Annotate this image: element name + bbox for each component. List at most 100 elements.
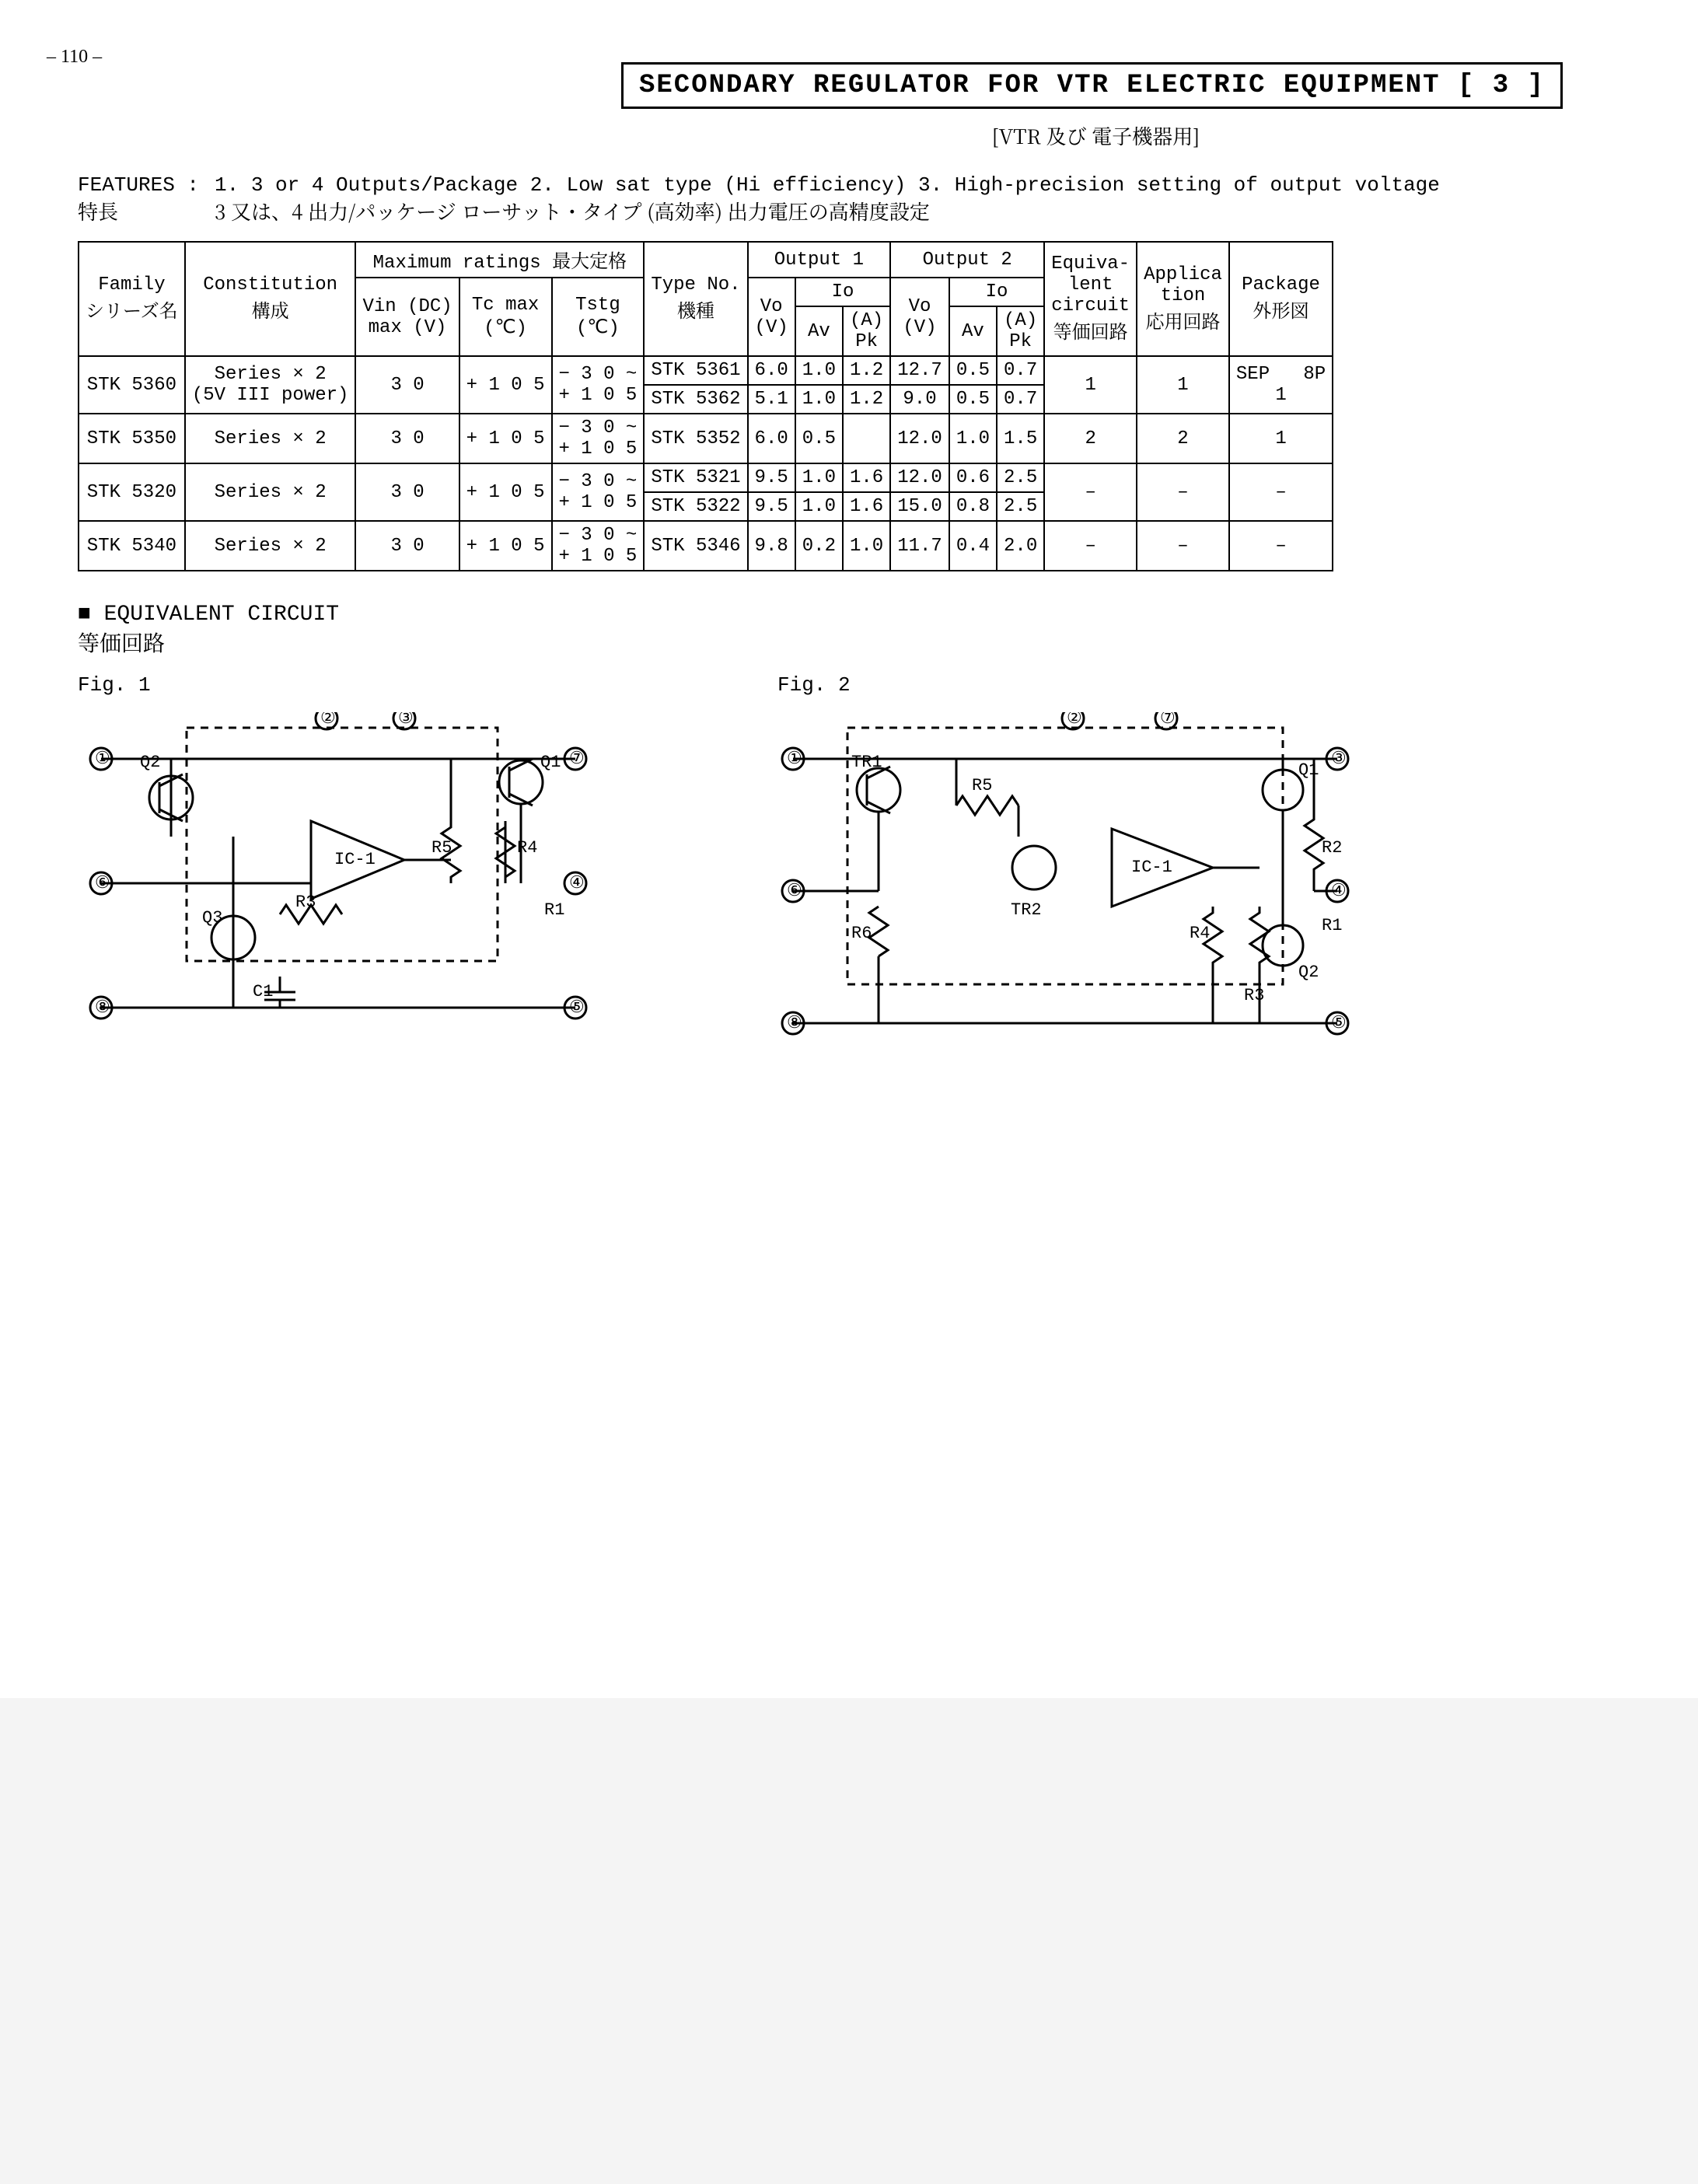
table-cell: STK 5352 xyxy=(644,414,747,463)
table-cell: Series × 2 (5V III power) xyxy=(185,356,356,414)
fig1-r1: R1 xyxy=(544,900,564,920)
fig2-pin1: ① xyxy=(787,750,802,769)
table-cell: 0.6 xyxy=(949,463,997,492)
fig2-svg: ① ③ ⑥ ④ ⑧ ⑤ ② ⑦ TR1 R6 R5 TR2 IC-1 R4 R3… xyxy=(777,712,1368,1054)
table-cell: 2.0 xyxy=(997,521,1044,571)
table-row: STK 5350Series × 23 0+ 1 0 5− 3 0 ~ + 1 … xyxy=(79,414,1333,463)
table-cell: 1.5 xyxy=(997,414,1044,463)
table-cell: − 3 0 ~ + 1 0 5 xyxy=(552,463,645,521)
hdr-constitution: Constitution xyxy=(203,274,337,295)
fig2-r1: R1 xyxy=(1322,916,1342,935)
fig1-pin4: ④ xyxy=(569,874,585,893)
table-row: STK 5340Series × 23 0+ 1 0 5− 3 0 ~ + 1 … xyxy=(79,521,1333,571)
table-cell: 0.7 xyxy=(997,385,1044,414)
hdr-equiv-jp: 等価回路 xyxy=(1053,316,1128,344)
fig2-q1: Q1 xyxy=(1298,760,1319,780)
fig2-ic1: IC-1 xyxy=(1131,858,1172,877)
table-cell: 2 xyxy=(1044,414,1137,463)
table-cell: – xyxy=(1137,521,1229,571)
table-cell: – xyxy=(1137,463,1229,521)
figures-row: Fig. 1 xyxy=(78,673,1698,1054)
hdr-o1-pk: (A) Pk xyxy=(843,306,890,356)
fig2-r3: R3 xyxy=(1244,986,1264,1005)
fig1-q3: Q3 xyxy=(202,908,222,928)
table-cell: 3 0 xyxy=(355,463,459,521)
table-cell: 12.0 xyxy=(890,463,949,492)
hdr-tcmax: Tc max (℃) xyxy=(459,278,552,356)
figure-2: Fig. 2 xyxy=(777,673,1368,1054)
table-cell: STK 5340 xyxy=(79,521,185,571)
table-cell: 6.0 xyxy=(748,356,795,385)
hdr-package-jp: 外形図 xyxy=(1253,295,1309,323)
table-cell: 9.0 xyxy=(890,385,949,414)
fig2-q2: Q2 xyxy=(1298,963,1319,982)
equiv-title-jp: 等価回路 xyxy=(78,627,165,658)
table-cell: 12.0 xyxy=(890,414,949,463)
table-cell: 3 0 xyxy=(355,414,459,463)
features-label-jp: 特長 xyxy=(78,197,118,225)
table-cell: 1 xyxy=(1044,356,1137,414)
equiv-circuit-title: ■ EQUIVALENT CIRCUIT 等価回路 xyxy=(78,603,1698,658)
figure-1: Fig. 1 xyxy=(78,673,622,1039)
table-cell: 1.0 xyxy=(795,385,843,414)
fig1-q2: Q2 xyxy=(140,753,160,772)
fig2-r4: R4 xyxy=(1190,924,1210,943)
hdr-o2-io: Io xyxy=(949,278,1044,306)
table-cell: 1.0 xyxy=(795,463,843,492)
table-cell: 6.0 xyxy=(748,414,795,463)
table-cell: 9.5 xyxy=(748,492,795,521)
hdr-o1-vo: Vo (V) xyxy=(748,278,795,356)
table-cell: – xyxy=(1229,463,1333,521)
hdr-constitution-jp: 構成 xyxy=(252,295,289,323)
hdr-typeno-jp: 機種 xyxy=(677,295,714,323)
fig1-pin8: ⑧ xyxy=(95,998,110,1018)
table-cell: 2 xyxy=(1137,414,1229,463)
hdr-family-jp: シリーズ名 xyxy=(86,295,178,323)
fig2-pin3: ③ xyxy=(1331,750,1347,769)
table-cell: 2.5 xyxy=(997,463,1044,492)
table-cell: 0.5 xyxy=(949,385,997,414)
table-cell: Series × 2 xyxy=(185,414,356,463)
table-cell: 11.7 xyxy=(890,521,949,571)
table-cell: 1.0 xyxy=(843,521,890,571)
table-cell: – xyxy=(1044,463,1137,521)
table-cell: Series × 2 xyxy=(185,463,356,521)
table-cell: 1.6 xyxy=(843,492,890,521)
fig1-pin3: ③ xyxy=(398,712,414,729)
hdr-vin: Vin (DC) max (V) xyxy=(355,278,459,356)
table-cell: + 1 0 5 xyxy=(459,414,552,463)
fig1-pin1: ① xyxy=(95,750,110,769)
table-cell: + 1 0 5 xyxy=(459,463,552,521)
table-cell: 0.2 xyxy=(795,521,843,571)
page-number: – 110 – xyxy=(47,47,102,68)
hdr-output1: Output 1 xyxy=(748,242,891,278)
table-cell: 3 0 xyxy=(355,521,459,571)
table-cell: 0.5 xyxy=(949,356,997,385)
hdr-maxratings-jp: 最大定格 xyxy=(552,246,627,273)
hdr-typeno: Type No. xyxy=(651,274,740,295)
table-cell: 1 xyxy=(1137,356,1229,414)
table-row: STK 5320Series × 23 0+ 1 0 5− 3 0 ~ + 1 … xyxy=(79,463,1333,492)
table-cell: STK 5361 xyxy=(644,356,747,385)
page-subtitle: [VTR 及び 電子機器用] xyxy=(86,121,1698,150)
table-cell: 0.7 xyxy=(997,356,1044,385)
table-cell: 1.0 xyxy=(795,356,843,385)
table-cell: – xyxy=(1229,521,1333,571)
table-cell: 5.1 xyxy=(748,385,795,414)
table-cell: STK 5350 xyxy=(79,414,185,463)
fig1-pin6: ⑥ xyxy=(95,874,110,893)
hdr-output2: Output 2 xyxy=(890,242,1044,278)
table-cell: 1.2 xyxy=(843,356,890,385)
table-cell: STK 5346 xyxy=(644,521,747,571)
features-text: 1. 3 or 4 Outputs/Package 2. Low sat typ… xyxy=(215,173,1440,197)
table-cell: 1.2 xyxy=(843,385,890,414)
fig2-label: Fig. 2 xyxy=(777,673,1368,697)
table-cell: 1 xyxy=(1229,414,1333,463)
table-cell: Series × 2 xyxy=(185,521,356,571)
fig1-r3: R3 xyxy=(295,893,316,912)
fig2-tr2: TR2 xyxy=(1011,900,1042,920)
fig1-ic1: IC-1 xyxy=(334,850,376,869)
page: – 110 – SECONDARY REGULATOR FOR VTR ELEC… xyxy=(0,0,1698,1698)
table-cell: − 3 0 ~ + 1 0 5 xyxy=(552,414,645,463)
table-cell: 9.8 xyxy=(748,521,795,571)
